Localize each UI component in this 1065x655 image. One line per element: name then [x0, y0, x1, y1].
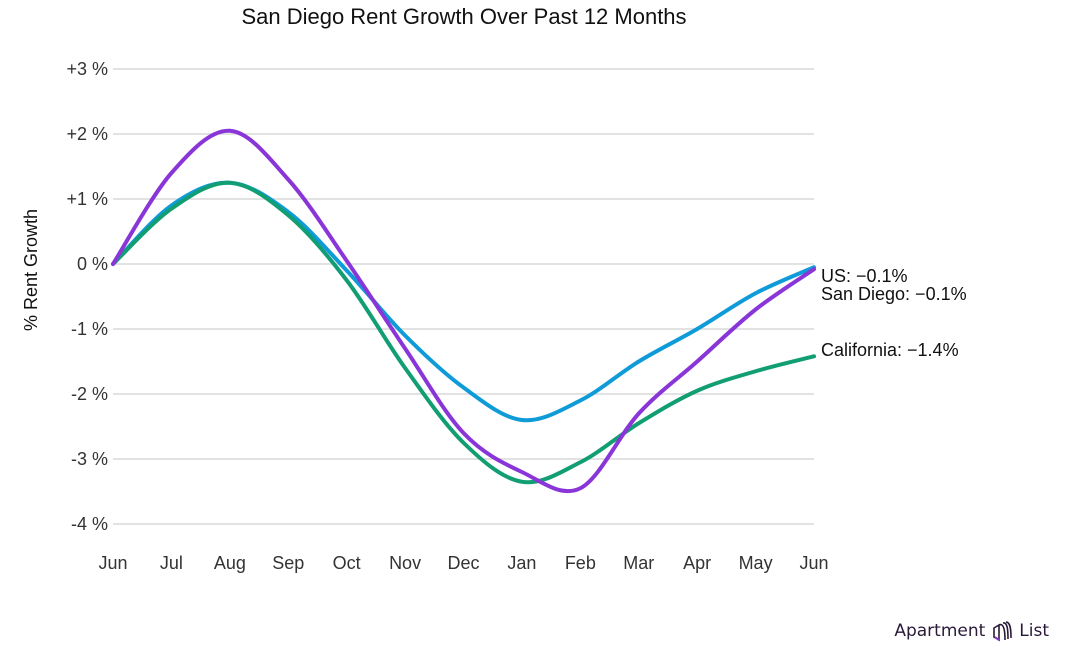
series-end-label: San Diego: −0.1%	[821, 284, 967, 304]
x-tick-label: Jun	[799, 553, 828, 573]
x-tick-label: Jan	[507, 553, 536, 573]
y-tick-label: +3 %	[66, 59, 108, 79]
y-tick-label: -2 %	[71, 384, 108, 404]
y-tick-label: -4 %	[71, 514, 108, 534]
x-tick-label: Aug	[214, 553, 246, 573]
y-tick-label: -3 %	[71, 449, 108, 469]
x-tick-label: Oct	[333, 553, 361, 573]
x-tick-label: Apr	[683, 553, 711, 573]
series-line-san-diego	[111, 128, 816, 494]
apartment-list-logo: Apartment List	[894, 620, 1049, 642]
x-tick-label: Jun	[98, 553, 127, 573]
chart-title: San Diego Rent Growth Over Past 12 Month…	[241, 4, 687, 29]
brand-right: List	[1019, 621, 1049, 641]
x-tick-label: Nov	[389, 553, 421, 573]
x-tick-label: Mar	[623, 553, 654, 573]
y-tick-label: +1 %	[66, 189, 108, 209]
y-axis-label: % Rent Growth	[21, 209, 41, 331]
x-tick-label: Feb	[565, 553, 596, 573]
brand-left: Apartment	[894, 621, 986, 641]
building-icon	[993, 621, 1013, 642]
y-tick-label: +2 %	[66, 124, 108, 144]
series-end-label: US: −0.1%	[821, 266, 908, 286]
x-tick-label: Jul	[160, 553, 183, 573]
x-tick-label: Sep	[272, 553, 304, 573]
y-tick-label: 0 %	[77, 254, 108, 274]
y-tick-label: -1 %	[71, 319, 108, 339]
series-line-california	[111, 180, 816, 485]
x-tick-label: May	[739, 553, 773, 573]
series-end-label: California: −1.4%	[821, 340, 959, 360]
x-tick-label: Dec	[447, 553, 479, 573]
